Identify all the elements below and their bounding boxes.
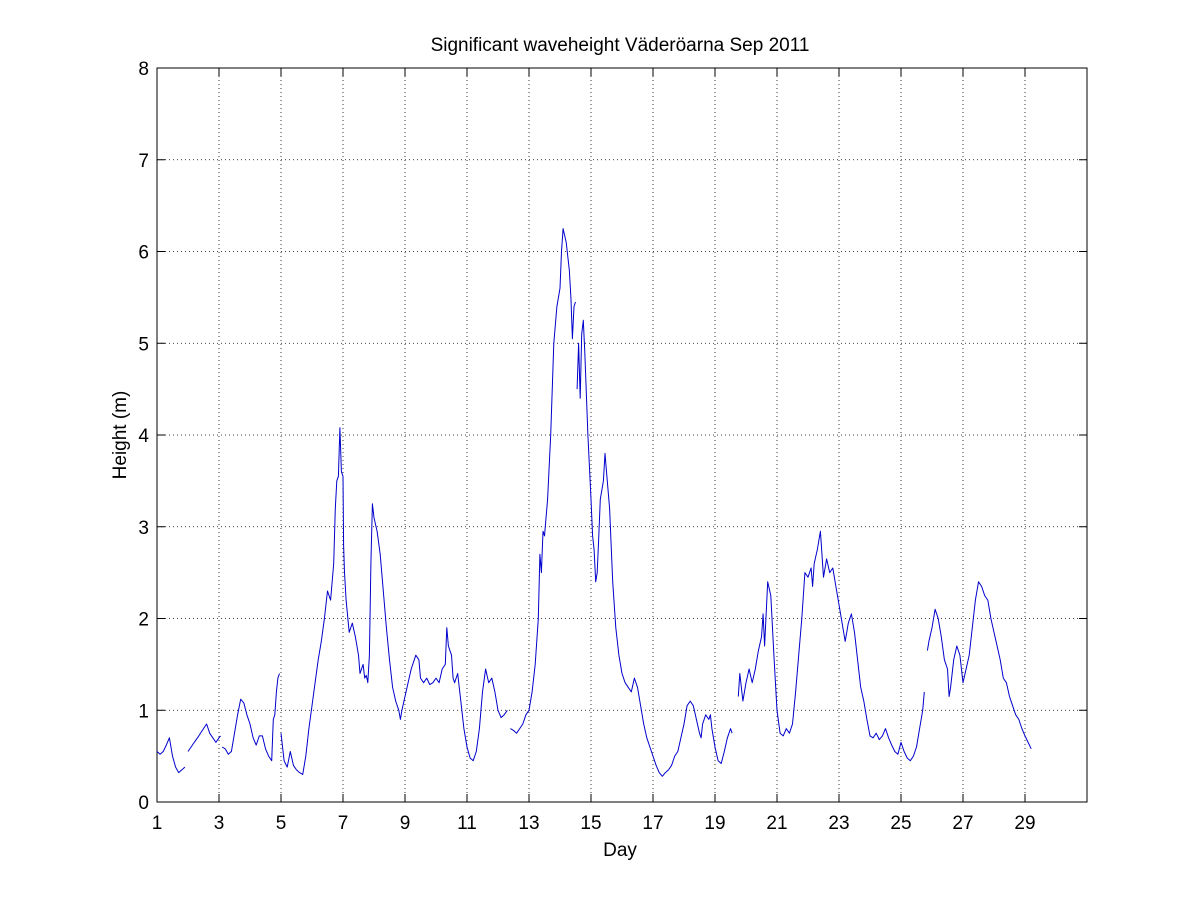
y-tick-label: 1 [138,701,149,722]
x-tick-label: 9 [400,813,411,834]
wave-height-line-segment [280,427,508,775]
x-tick-label: 27 [952,813,973,834]
wave-height-line-segment [926,581,1032,750]
y-tick-label: 2 [138,610,149,631]
x-tick-label: 1 [152,813,163,834]
x-tick-label: 5 [276,813,287,834]
x-tick-label: 17 [642,813,663,834]
y-tick-label: 8 [138,59,149,80]
y-axis-label: Height (m) [110,391,131,480]
x-tick-label: 23 [828,813,849,834]
y-tick-label: 4 [138,426,149,447]
x-tick-label: 21 [766,813,787,834]
x-tick-label: 13 [518,813,539,834]
x-tick-label: 3 [214,813,225,834]
x-tick-label: 19 [704,813,725,834]
x-tick-label: 25 [890,813,911,834]
x-tick-label: 7 [338,813,349,834]
y-tick-label: 3 [138,518,149,539]
y-tick-label: 0 [138,793,149,814]
y-tick-label: 5 [138,334,149,355]
x-axis-label: Day [603,840,637,861]
x-tick-label: 15 [580,813,601,834]
wave-height-line-segment [576,319,733,777]
data-series [156,228,1032,777]
y-tick-label: 7 [138,151,149,172]
chart-title: Significant waveheight Väderöarna Sep 20… [431,35,810,56]
y-tick-label: 6 [138,243,149,264]
wave-height-line-segment [156,737,186,774]
wave-height-line-segment [737,530,925,762]
x-tick-label: 11 [457,813,477,834]
wave-height-line-segment [510,228,576,734]
wave-height-line-segment [221,673,280,762]
wave-height-line-segment [187,723,221,752]
x-tick-label: 29 [1014,813,1035,834]
